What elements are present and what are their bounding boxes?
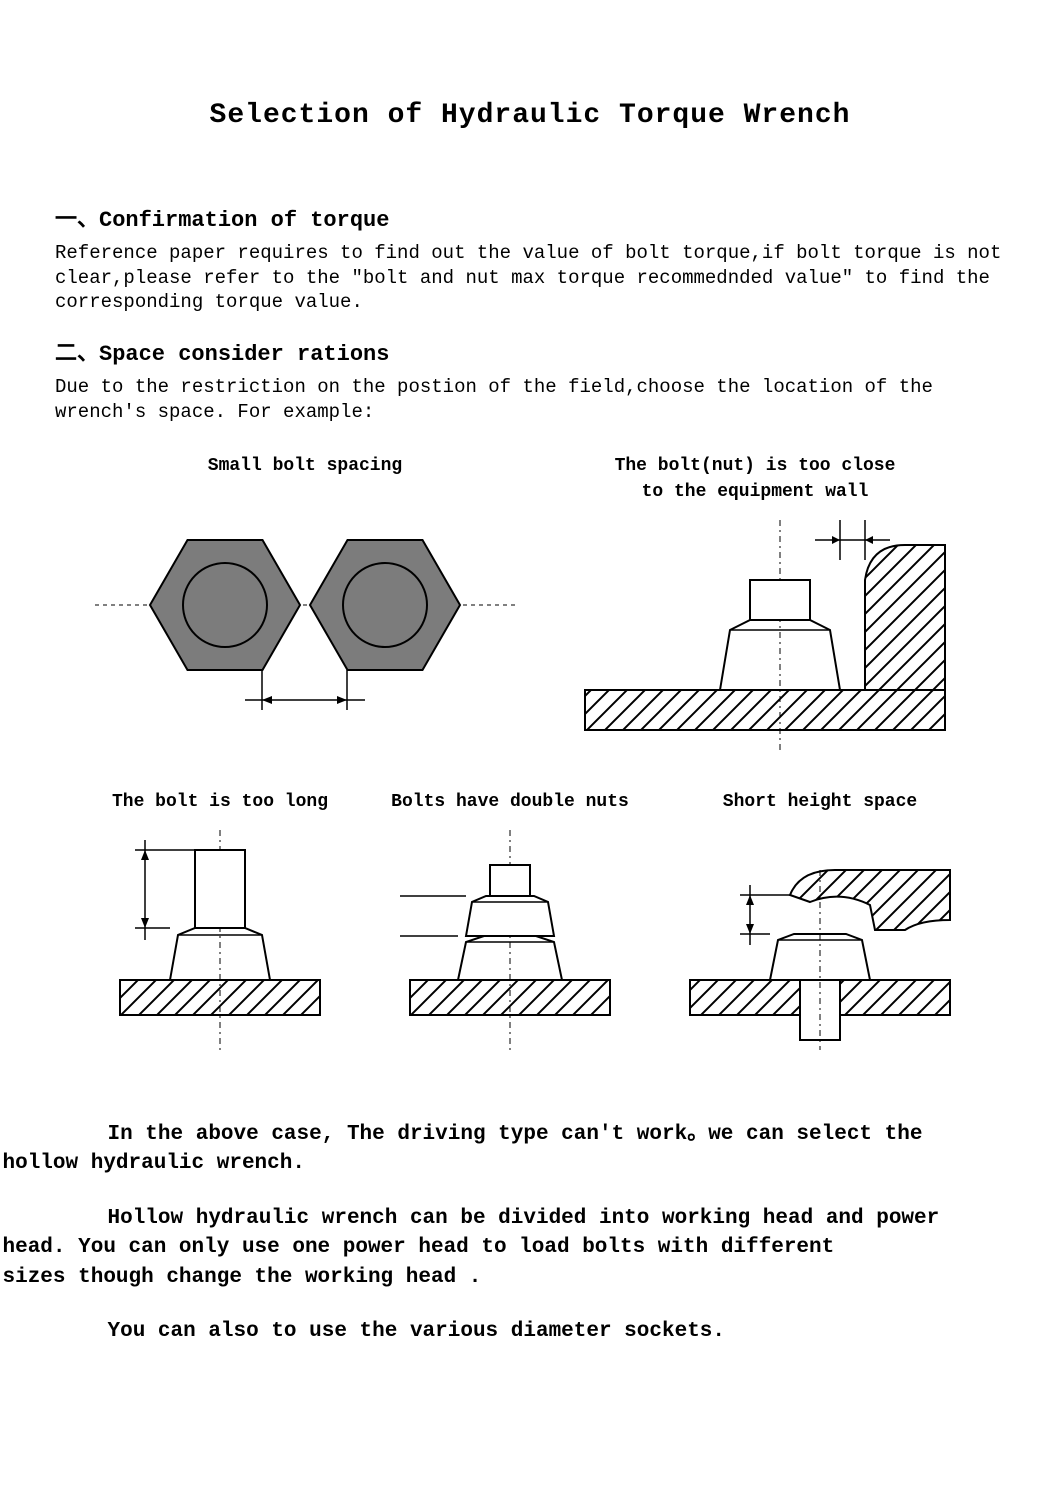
- fig-e-label: Short height space: [670, 790, 970, 815]
- section1-heading: 一、Confirmation of torque: [55, 201, 1005, 233]
- fig-a-label: Small bolt spacing: [95, 454, 515, 479]
- fig-c-svg: [90, 830, 350, 1050]
- fig-d-svg: [380, 830, 640, 1050]
- fig-a-svg: [95, 495, 515, 725]
- fig-b-label: The bolt(nut) is too close to the equipm…: [545, 454, 965, 504]
- fig-b-label-line2: to the equipment wall: [642, 482, 869, 502]
- page-title: Selection of Hydraulic Torque Wrench: [55, 100, 1005, 131]
- figure-row-2: The bolt is too long: [55, 790, 1005, 1050]
- para4-a: Hollow hydraulic wrench can be divided i…: [108, 1207, 940, 1230]
- section2-heading: 二、Space consider rations: [55, 335, 1005, 367]
- para3-a: In the above case, The driving type can'…: [108, 1123, 923, 1146]
- fig-b-label-line1: The bolt(nut) is too close: [615, 456, 896, 476]
- figure-row-1: Small bolt spacing: [55, 454, 1005, 749]
- conclusion-block: In the above case, The driving type can'…: [55, 1120, 1005, 1346]
- para3-b: hollow hydraulic wrench.: [3, 1149, 305, 1178]
- fig-c-label: The bolt is too long: [90, 790, 350, 815]
- fig-e-svg: [670, 830, 970, 1050]
- section1-body: Reference paper requires to find out the…: [55, 241, 1005, 315]
- para4-c: sizes though change the working head .: [3, 1263, 482, 1292]
- fig-b-svg: [545, 520, 965, 750]
- para5: You can also to use the various diameter…: [55, 1317, 1005, 1346]
- section2-body: Due to the restriction on the postion of…: [55, 375, 1005, 424]
- fig-d-label: Bolts have double nuts: [380, 790, 640, 815]
- para4-b: head. You can only use one power head to…: [3, 1233, 835, 1262]
